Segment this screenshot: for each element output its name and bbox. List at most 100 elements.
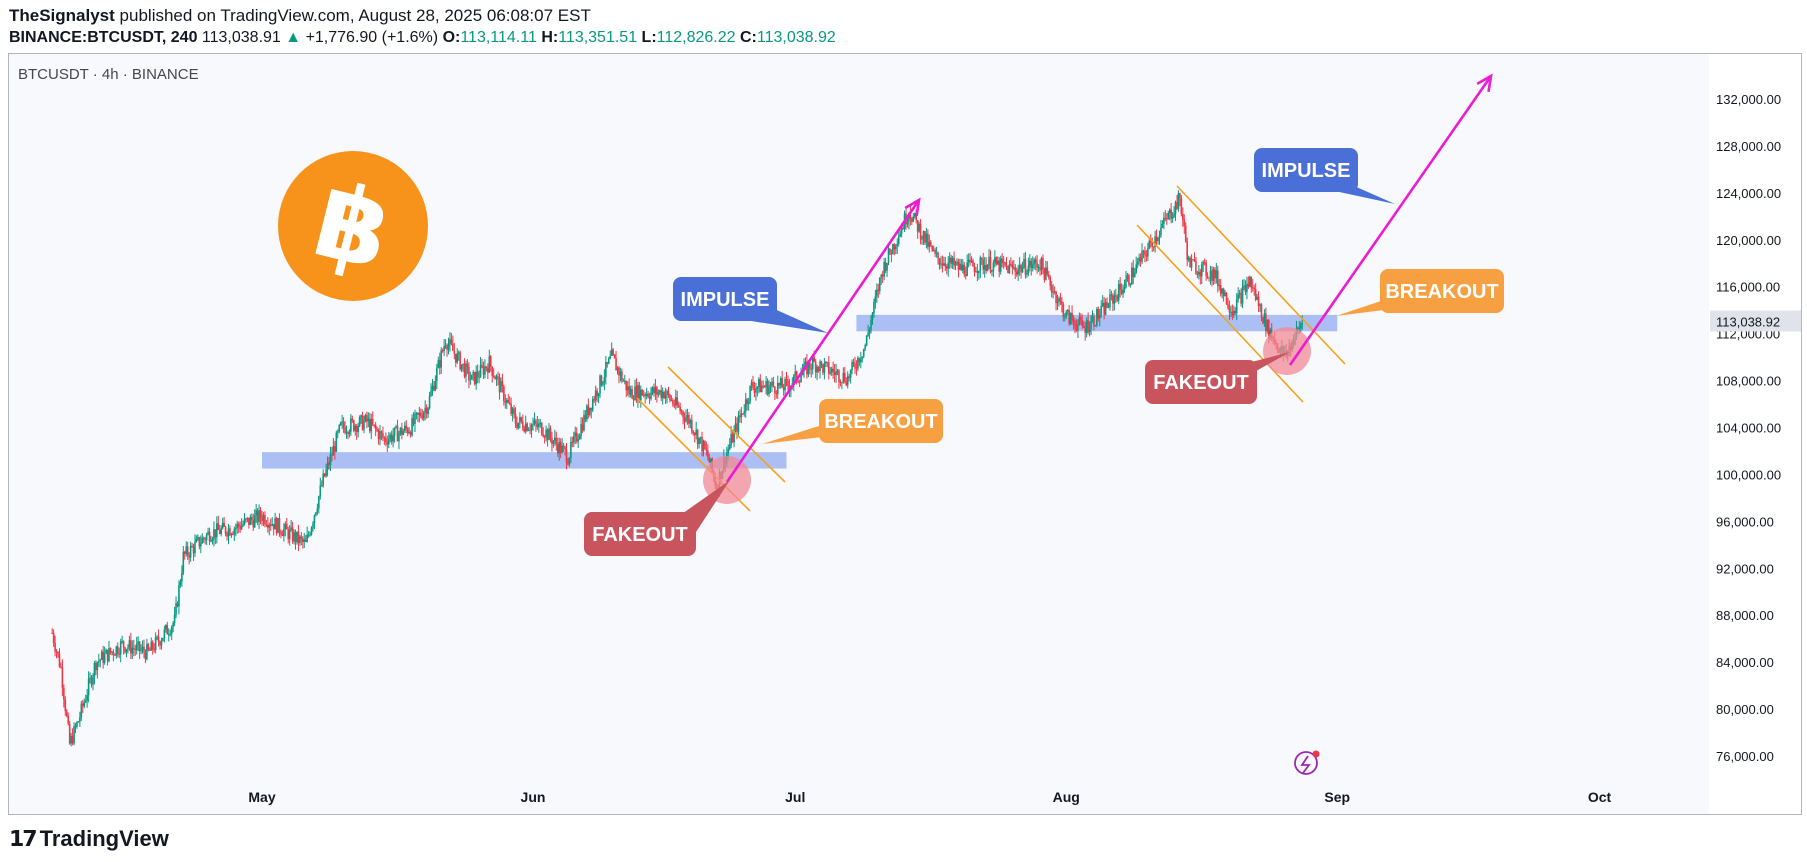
candle-body (857, 357, 859, 369)
candle-body (584, 414, 587, 420)
y-tick-label: 96,000.00 (1716, 514, 1774, 529)
candle-body (887, 248, 890, 264)
candle-body (335, 432, 338, 452)
candle-body (351, 418, 354, 421)
drawings: IMPULSE BREAKOUT FAKEOUT IMPULSE BREAKOUT FAK… (278, 73, 1504, 775)
candle-body (124, 647, 126, 653)
candle-body (758, 379, 760, 387)
candle-body (176, 603, 179, 607)
candle-body (1179, 193, 1181, 199)
candle-body (172, 622, 174, 628)
candle-body (693, 433, 696, 435)
close-label: C: (740, 29, 757, 46)
candle-body (325, 469, 327, 477)
candle-body (860, 358, 862, 363)
tradingview-logo[interactable]: 𝟭𝟳 TradingView (9, 826, 169, 852)
candle-body (84, 700, 87, 703)
candle-body (795, 371, 798, 382)
candle-body (1218, 284, 1221, 286)
candle-body (1128, 275, 1130, 285)
candle-body (819, 361, 821, 372)
candle-body (1017, 269, 1019, 275)
candle-body (677, 405, 680, 407)
candle-body (60, 666, 62, 668)
candle-body (778, 382, 781, 386)
candle-body (631, 389, 633, 399)
candle-body (437, 360, 440, 368)
candle-body (704, 441, 706, 449)
candle-body (65, 711, 68, 717)
candle-body (277, 518, 279, 534)
candle-body (763, 386, 766, 388)
candle-body (1155, 236, 1158, 242)
candle-body (304, 539, 307, 542)
candle-body (730, 434, 732, 445)
candle-body (240, 525, 243, 530)
candle-body (739, 415, 741, 418)
candle-body (1069, 313, 1072, 324)
candle-body (163, 629, 166, 638)
candle-body (669, 394, 671, 401)
candle-body (342, 421, 345, 428)
candle-body (214, 529, 217, 538)
candle-body (1249, 276, 1251, 287)
candle-body (1001, 258, 1003, 263)
candle-body (835, 371, 837, 376)
candle-body (839, 381, 842, 383)
candle-body (1152, 246, 1155, 248)
candle-body (676, 397, 679, 406)
last-price-tag (1710, 310, 1801, 332)
candle-body (233, 528, 236, 535)
candle-body (568, 458, 571, 465)
candle-body (1225, 292, 1228, 305)
candle-body (200, 543, 202, 547)
candle-body (417, 412, 419, 415)
candle-body (864, 345, 866, 349)
candle-body (876, 289, 878, 297)
candle-body (438, 360, 441, 368)
candle-body (564, 446, 566, 450)
candle-body (1139, 257, 1142, 262)
candle-body (1212, 269, 1215, 281)
candle-body (300, 536, 303, 539)
candle-body (230, 534, 233, 536)
candle-body (347, 432, 349, 435)
candle-body (323, 473, 326, 477)
candle-body (623, 380, 626, 382)
candle-body (377, 430, 380, 440)
candle-body (102, 651, 104, 663)
candle-body (957, 261, 960, 270)
candle-body (996, 260, 999, 265)
candle-body (804, 361, 807, 364)
candle-body (382, 433, 384, 438)
price-axis[interactable] (1709, 53, 1802, 815)
pane-legend[interactable]: BTCUSDT · 4h · BINANCE (18, 66, 199, 83)
candle-body (1301, 323, 1304, 325)
candle-body (689, 420, 692, 424)
candle-body (182, 551, 185, 573)
candle-body (179, 581, 182, 586)
candle-body (590, 407, 593, 411)
candle-body (1091, 316, 1094, 321)
candle-body (192, 546, 195, 554)
candle-body (1094, 325, 1097, 327)
candle-body (1190, 259, 1193, 268)
impulse-callout-label: IMPULSE (681, 289, 770, 311)
candle-body (1215, 270, 1218, 279)
candle-body (1196, 273, 1199, 275)
candle-body (1260, 304, 1263, 318)
candle-body (401, 427, 403, 435)
candle-body (889, 248, 891, 254)
symbol-name[interactable]: BINANCE:BTCUSDT, 240 (9, 29, 198, 46)
candle-body (226, 533, 228, 537)
candle-body (221, 522, 224, 529)
candle-body (664, 395, 667, 399)
candle-body (861, 356, 864, 359)
candle-body (433, 385, 435, 391)
candle-body (880, 274, 883, 278)
candle-body (77, 721, 80, 723)
candle-body (450, 339, 453, 344)
author-name[interactable]: TheSignalyst (9, 6, 115, 25)
candle-body (162, 637, 164, 642)
